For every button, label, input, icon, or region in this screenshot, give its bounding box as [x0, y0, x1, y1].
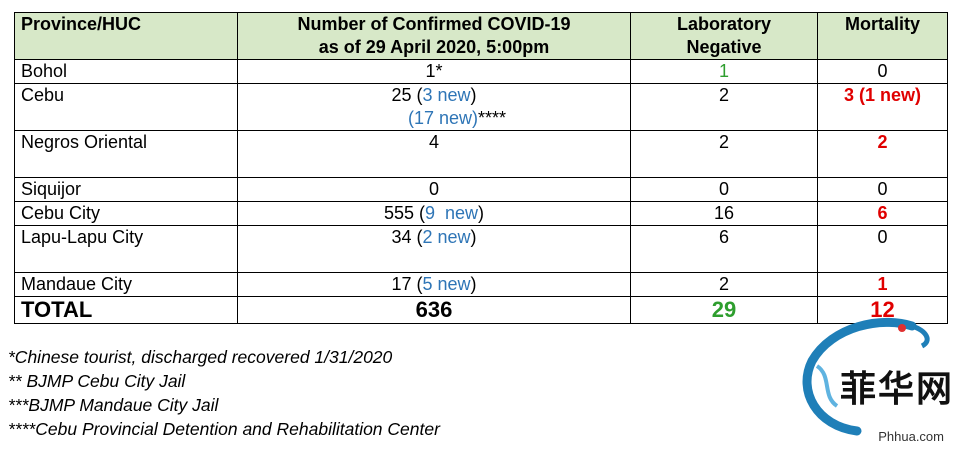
footnote: ****Cebu Provincial Detention and Rehabi… [8, 419, 440, 439]
covid-table: Province/HUC Number of Confirmed COVID-1… [14, 12, 948, 324]
header-confirmed-line2: as of 29 April 2020, 5:00pm [318, 37, 550, 57]
header-confirmed: Number of Confirmed COVID-19 as of 29 Ap… [237, 12, 631, 60]
cell-negative: 0 [630, 177, 818, 202]
cell-negative: 2 [630, 130, 818, 178]
confirmed-line2: (17 new)**** [244, 107, 624, 130]
cell-negative: 1 [630, 59, 818, 84]
header-negative-line2: Negative [686, 37, 762, 57]
cell-negative: 2 [630, 83, 818, 131]
cell-province: Bohol [14, 59, 238, 84]
table-row: Cebu 25 (3 new) (17 new)**** 2 3 (1 new) [14, 83, 948, 131]
table-row: Cebu City 555 (9 new) 16 6 [14, 201, 948, 226]
footnote: ** BJMP Cebu City Jail [8, 371, 186, 391]
table-row: Siquijor 0 0 0 [14, 177, 948, 202]
dragon-logo-icon [802, 317, 930, 436]
confirmed-tail: ) [478, 203, 485, 223]
confirmed-count: 17 ( [391, 274, 423, 294]
watermark: 菲华网 Phhua.com [762, 306, 962, 446]
total-negative: 29 [630, 296, 818, 324]
cell-confirmed: 4 [237, 130, 631, 178]
header-negative: Laboratory Negative [630, 12, 818, 60]
table-row: Bohol 1* 1 0 [14, 59, 948, 84]
cell-mortality: 2 [817, 130, 948, 178]
cell-confirmed: 0 [237, 177, 631, 202]
watermark-url: Phhua.com [878, 429, 944, 444]
cell-confirmed: 17 (5 new) [237, 272, 631, 297]
table-row: Lapu-Lapu City 34 (2 new) 6 0 [14, 225, 948, 273]
footnotes: *Chinese tourist, discharged recovered 1… [8, 345, 440, 441]
header-mortality: Mortality [817, 12, 948, 60]
footnote: *Chinese tourist, discharged recovered 1… [8, 347, 393, 367]
cell-mortality: 0 [817, 177, 948, 202]
total-confirmed: 636 [237, 296, 631, 324]
cell-province: Cebu City [14, 201, 238, 226]
total-label: TOTAL [14, 296, 238, 324]
cell-mortality: 6 [817, 201, 948, 226]
cell-mortality: 3 (1 new) [817, 83, 948, 131]
cell-negative: 2 [630, 272, 818, 297]
cell-confirmed: 1* [237, 59, 631, 84]
confirmed-new: 2 new [422, 227, 471, 247]
table-row: Negros Oriental 4 2 2 [14, 130, 948, 178]
confirmed-new: 5 new [422, 274, 471, 294]
header-province: Province/HUC [14, 12, 238, 60]
cell-province: Siquijor [14, 177, 238, 202]
cell-mortality: 0 [817, 225, 948, 273]
cell-mortality: 0 [817, 59, 948, 84]
confirmed-new: 3 new [422, 85, 471, 105]
cell-province: Negros Oriental [14, 130, 238, 178]
cell-confirmed: 555 (9 new) [237, 201, 631, 226]
watermark-logo-text: 菲华网 [839, 368, 954, 409]
confirmed-tail: ) [470, 85, 477, 105]
cell-confirmed: 25 (3 new) (17 new)**** [237, 83, 631, 131]
confirmed-count: 34 ( [391, 227, 423, 247]
confirmed-line2-new: (17 new) [407, 108, 478, 128]
confirmed-line2-tail: **** [478, 108, 507, 128]
cell-province: Lapu-Lapu City [14, 225, 238, 273]
cell-province: Mandaue City [14, 272, 238, 297]
confirmed-count: 555 ( [383, 203, 425, 223]
confirmed-new: 9 new [424, 203, 479, 223]
cell-negative: 16 [630, 201, 818, 226]
table-row: Mandaue City 17 (5 new) 2 1 [14, 272, 948, 297]
cell-confirmed: 34 (2 new) [237, 225, 631, 273]
header-confirmed-line1: Number of Confirmed COVID-19 [297, 14, 571, 34]
confirmed-tail: ) [470, 227, 477, 247]
table-header-row: Province/HUC Number of Confirmed COVID-1… [14, 12, 948, 60]
confirmed-tail: ) [470, 274, 477, 294]
cell-province: Cebu [14, 83, 238, 131]
cell-mortality: 1 [817, 272, 948, 297]
footnote: ***BJMP Mandaue City Jail [8, 395, 219, 415]
header-negative-line1: Laboratory [676, 14, 772, 34]
cell-negative: 6 [630, 225, 818, 273]
confirmed-count: 25 ( [391, 85, 423, 105]
